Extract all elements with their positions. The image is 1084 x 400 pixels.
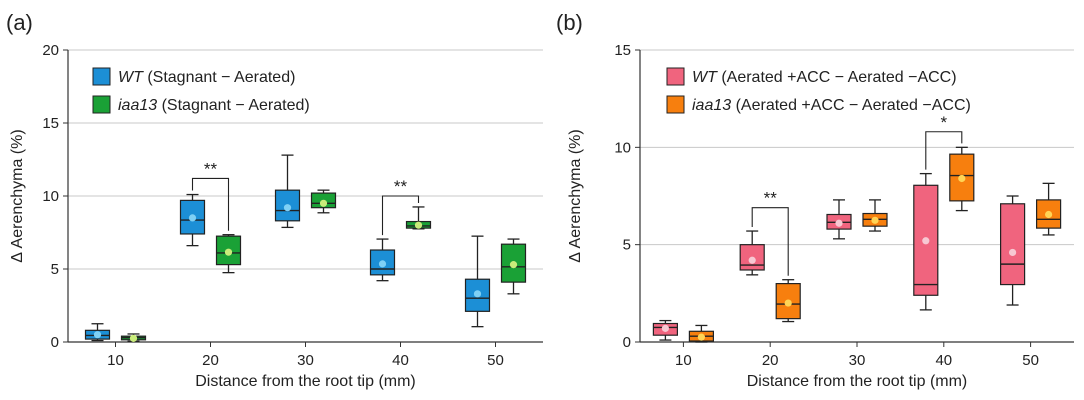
x-axis-label: Distance from the root tip (mm) xyxy=(747,373,968,390)
panel-a-letter: (a) xyxy=(6,10,33,35)
legend-series-condition: (Aerated +ACC − Aerated −ACC) xyxy=(731,97,971,114)
mean-point xyxy=(835,219,843,227)
mean-point xyxy=(93,331,102,339)
mean-point xyxy=(922,237,930,245)
mean-point xyxy=(871,216,879,224)
legend-series-name: WT xyxy=(118,69,144,86)
legend-series-name: iaa13 xyxy=(118,97,157,114)
y-tick-label: 5 xyxy=(623,237,631,254)
y-tick-label: 20 xyxy=(42,42,59,59)
y-axis-label: Δ Aerenchyma (%) xyxy=(567,129,584,262)
legend-swatch xyxy=(666,67,685,86)
significance-label: ** xyxy=(764,189,778,208)
mean-point xyxy=(1045,210,1053,219)
y-tick-label: 15 xyxy=(614,42,631,59)
mean-point xyxy=(224,248,233,256)
legend-series-condition: (Stagnant − Aerated) xyxy=(157,97,310,114)
y-tick-label: 10 xyxy=(614,139,631,156)
mean-point xyxy=(414,221,423,229)
x-tick-label: 50 xyxy=(1022,352,1039,369)
mean-point xyxy=(319,199,328,207)
y-tick-label: 0 xyxy=(51,334,59,351)
significance-label: ** xyxy=(394,177,408,196)
y-tick-label: 0 xyxy=(623,334,631,351)
significance-bracket xyxy=(191,177,230,231)
x-tick-label: 20 xyxy=(202,352,219,369)
legend-entry: WT (Aerated +ACC − Aerated −ACC) xyxy=(692,69,957,86)
significance-label: ** xyxy=(204,159,218,178)
significance-bracket xyxy=(381,195,420,236)
legend-entry: iaa13 (Aerated +ACC − Aerated −ACC) xyxy=(692,97,971,114)
mean-point xyxy=(509,261,518,269)
x-tick-label: 20 xyxy=(762,352,779,369)
legend-series-name: WT xyxy=(692,69,718,86)
x-axis-label: Distance from the root tip (mm) xyxy=(195,373,416,390)
legend-series-condition: (Stagnant − Aerated) xyxy=(143,69,296,86)
significance-label: * xyxy=(940,113,947,132)
x-tick-label: 30 xyxy=(849,352,866,369)
mean-point xyxy=(697,333,706,341)
mean-point xyxy=(661,324,670,332)
mean-point xyxy=(784,299,792,307)
x-tick-label: 50 xyxy=(487,352,504,369)
mean-point xyxy=(748,256,756,264)
x-tick-label: 10 xyxy=(675,352,692,369)
legend-entry: WT (Stagnant − Aerated) xyxy=(118,69,295,86)
mean-point xyxy=(283,204,292,212)
mean-point xyxy=(958,174,966,183)
legend-swatch xyxy=(92,95,111,114)
y-tick-label: 5 xyxy=(51,261,59,278)
legend-swatch xyxy=(666,95,685,114)
mean-point xyxy=(188,214,197,222)
x-tick-label: 10 xyxy=(107,352,124,369)
chart-panel-b: 0 5 10 15 10 20 30 40 50 Distance from the root t… xyxy=(567,42,1074,390)
x-tick-label: 40 xyxy=(935,352,952,369)
mean-point xyxy=(1009,248,1017,257)
y-axis-label: Δ Aerenchyma (%) xyxy=(9,129,26,262)
panel-b-letter: (b) xyxy=(556,10,583,35)
legend-swatch xyxy=(92,67,111,86)
plot-area xyxy=(640,50,1074,342)
mean-point xyxy=(378,260,387,268)
y-tick-label: 15 xyxy=(42,115,59,132)
x-tick-label: 30 xyxy=(297,352,314,369)
legend-series-condition: (Aerated +ACC − Aerated −ACC) xyxy=(717,69,957,86)
mean-point xyxy=(129,334,138,342)
legend-series-name: iaa13 xyxy=(692,97,731,114)
mean-point xyxy=(473,290,482,298)
box-mark xyxy=(999,203,1026,286)
chart-panel-a: 0 5 10 15 20 10 20 30 40 50 Distance from the root… xyxy=(9,42,543,390)
significance-bracket xyxy=(751,207,789,276)
y-tick-label: 10 xyxy=(42,188,59,205)
x-tick-label: 40 xyxy=(392,352,409,369)
significance-bracket xyxy=(925,131,963,170)
legend-entry: iaa13 (Stagnant − Aerated) xyxy=(118,97,310,114)
